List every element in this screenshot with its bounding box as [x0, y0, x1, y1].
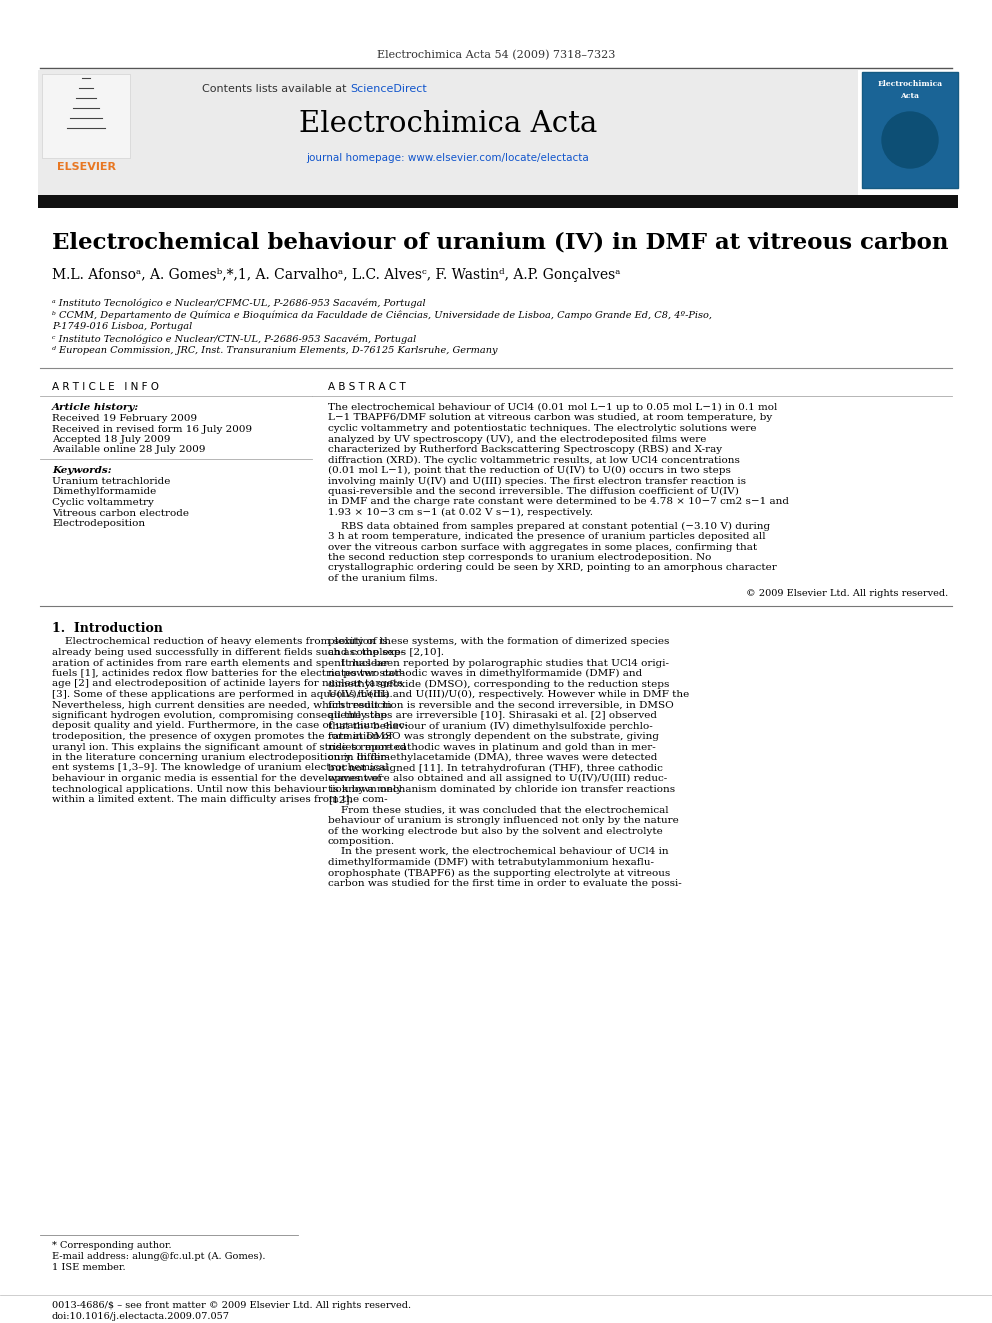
Text: over the vitreous carbon surface with aggregates in some places, confirming that: over the vitreous carbon surface with ag…	[328, 542, 757, 552]
Text: U(IV)/U(III) and U(III)/U(0), respectively. However while in DMF the: U(IV)/U(III) and U(III)/U(0), respective…	[328, 691, 689, 699]
Text: journal homepage: www.elsevier.com/locate/electacta: journal homepage: www.elsevier.com/locat…	[307, 153, 589, 163]
Text: RBS data obtained from samples prepared at constant potential (−3.10 V) during: RBS data obtained from samples prepared …	[328, 521, 770, 531]
Text: Vitreous carbon electrode: Vitreous carbon electrode	[52, 508, 189, 517]
Text: nates two cathodic waves in dimethylformamide (DMF) and: nates two cathodic waves in dimethylform…	[328, 669, 642, 679]
Text: Acta: Acta	[901, 93, 920, 101]
Text: first reduction is reversible and the second irreversible, in DMSO: first reduction is reversible and the se…	[328, 700, 674, 709]
Text: all the steps are irreversible [10]. Shirasaki et al. [2] observed: all the steps are irreversible [10]. Shi…	[328, 710, 657, 720]
Text: ScienceDirect: ScienceDirect	[350, 83, 427, 94]
Text: cury. In dimethylacetamide (DMA), three waves were detected: cury. In dimethylacetamide (DMA), three …	[328, 753, 658, 762]
Text: dimethyl sufoxide (DMSO), corresponding to the reduction steps: dimethyl sufoxide (DMSO), corresponding …	[328, 680, 670, 689]
Text: carbon was studied for the first time in order to evaluate the possi-: carbon was studied for the first time in…	[328, 878, 682, 888]
Text: ᵈ European Commission, JRC, Inst. Transuranium Elements, D-76125 Karlsruhe, Germ: ᵈ European Commission, JRC, Inst. Transu…	[52, 347, 498, 355]
Text: tion by a mechanism dominated by chloride ion transfer reactions: tion by a mechanism dominated by chlorid…	[328, 785, 676, 794]
Text: [12].: [12].	[328, 795, 353, 804]
Text: Dimethylformamide: Dimethylformamide	[52, 487, 157, 496]
Text: Electrochemical reduction of heavy elements from solution is: Electrochemical reduction of heavy eleme…	[52, 638, 388, 647]
Text: doi:10.1016/j.electacta.2009.07.057: doi:10.1016/j.electacta.2009.07.057	[52, 1312, 230, 1320]
Text: but not assigned [11]. In tetrahydrofuran (THF), three cathodic: but not assigned [11]. In tetrahydrofura…	[328, 763, 663, 773]
Text: Received 19 February 2009: Received 19 February 2009	[52, 414, 197, 423]
Text: deposit quality and yield. Furthermore, in the case of uranium elec-: deposit quality and yield. Furthermore, …	[52, 721, 408, 730]
Text: cyclic voltammetry and potentiostatic techniques. The electrolytic solutions wer: cyclic voltammetry and potentiostatic te…	[328, 423, 757, 433]
Text: Cyclic voltammetry: Cyclic voltammetry	[52, 497, 154, 507]
Text: [3]. Some of these applications are performed in aqueous media.: [3]. Some of these applications are perf…	[52, 691, 393, 699]
Text: in the literature concerning uranium electrodeposition in differ-: in the literature concerning uranium ele…	[52, 753, 389, 762]
Text: and complexes [2,10].: and complexes [2,10].	[328, 648, 444, 658]
Text: the second reduction step corresponds to uranium electrodeposition. No: the second reduction step corresponds to…	[328, 553, 711, 562]
Text: 1.93 × 10−3 cm s−1 (at 0.02 V s−1), respectively.: 1.93 × 10−3 cm s−1 (at 0.02 V s−1), resp…	[328, 508, 593, 517]
Text: uranyl ion. This explains the significant amount of studies reported: uranyl ion. This explains the significan…	[52, 742, 407, 751]
Text: It has been reported by polarographic studies that UCl4 origi-: It has been reported by polarographic st…	[328, 659, 669, 668]
Text: that the behaviour of uranium (IV) dimethylsulfoxide perchlo-: that the behaviour of uranium (IV) dimet…	[328, 721, 653, 730]
Text: of the uranium films.: of the uranium films.	[328, 574, 437, 583]
Text: 0013-4686/$ – see front matter © 2009 Elsevier Ltd. All rights reserved.: 0013-4686/$ – see front matter © 2009 El…	[52, 1301, 411, 1310]
Text: The electrochemical behaviour of UCl4 (0.01 mol L−1 up to 0.05 mol L−1) in 0.1 m: The electrochemical behaviour of UCl4 (0…	[328, 404, 778, 413]
Text: involving mainly U(IV) and U(III) species. The first electron transfer reaction : involving mainly U(IV) and U(III) specie…	[328, 476, 746, 486]
Text: already being used successfully in different fields such as: the sep-: already being used successfully in diffe…	[52, 648, 404, 658]
Text: Electrochimica Acta 54 (2009) 7318–7323: Electrochimica Acta 54 (2009) 7318–7323	[377, 50, 615, 61]
Text: E-mail address: alung@fc.ul.pt (A. Gomes).: E-mail address: alung@fc.ul.pt (A. Gomes…	[52, 1252, 266, 1261]
Text: P-1749-016 Lisboa, Portugal: P-1749-016 Lisboa, Portugal	[52, 321, 192, 331]
Text: L−1 TBAPF6/DMF solution at vitreous carbon was studied, at room temperature, by: L−1 TBAPF6/DMF solution at vitreous carb…	[328, 414, 772, 422]
Text: Accepted 18 July 2009: Accepted 18 July 2009	[52, 435, 171, 445]
Text: ᵃ Instituto Tecnológico e Nuclear/CFMC-UL, P-2686-953 Sacavém, Portugal: ᵃ Instituto Tecnológico e Nuclear/CFMC-U…	[52, 298, 426, 307]
Text: ᵇ CCMM, Departamento de Química e Bioquímica da Faculdade de Ciências, Universid: ᵇ CCMM, Departamento de Química e Bioquí…	[52, 310, 712, 319]
Text: analyzed by UV spectroscopy (UV), and the electrodeposited films were: analyzed by UV spectroscopy (UV), and th…	[328, 434, 706, 443]
Text: Nevertheless, high current densities are needed, which result in: Nevertheless, high current densities are…	[52, 700, 392, 709]
Text: diffraction (XRD). The cyclic voltammetric results, at low UCl4 concentrations: diffraction (XRD). The cyclic voltammetr…	[328, 455, 740, 464]
Text: behaviour in organic media is essential for the development of: behaviour in organic media is essential …	[52, 774, 381, 783]
Text: behaviour of uranium is strongly influenced not only by the nature: behaviour of uranium is strongly influen…	[328, 816, 679, 826]
Text: significant hydrogen evolution, compromising consequently the: significant hydrogen evolution, compromi…	[52, 710, 387, 720]
Text: crystallographic ordering could be seen by XRD, pointing to an amorphous charact: crystallographic ordering could be seen …	[328, 564, 777, 573]
Text: dimethylformamide (DMF) with tetrabutylammonium hexaflu-: dimethylformamide (DMF) with tetrabutyla…	[328, 859, 654, 867]
Text: Electrodeposition: Electrodeposition	[52, 519, 145, 528]
Text: (0.01 mol L−1), point that the reduction of U(IV) to U(0) occurs in two steps: (0.01 mol L−1), point that the reduction…	[328, 466, 731, 475]
Text: waves were also obtained and all assigned to U(IV)/U(III) reduc-: waves were also obtained and all assigne…	[328, 774, 668, 783]
Text: rise to more cathodic waves in platinum and gold than in mer-: rise to more cathodic waves in platinum …	[328, 742, 656, 751]
Circle shape	[882, 112, 938, 168]
Bar	[862, 71, 958, 188]
Bar	[38, 194, 958, 208]
Text: 1.  Introduction: 1. Introduction	[52, 622, 163, 635]
Text: 1 ISE member.: 1 ISE member.	[52, 1263, 126, 1271]
Text: Keywords:: Keywords:	[52, 466, 112, 475]
Text: within a limited extent. The main difficulty arises from the com-: within a limited extent. The main diffic…	[52, 795, 388, 804]
Text: In the present work, the electrochemical behaviour of UCl4 in: In the present work, the electrochemical…	[328, 848, 669, 856]
Text: plexity of these systems, with the formation of dimerized species: plexity of these systems, with the forma…	[328, 638, 670, 647]
Text: * Corresponding author.: * Corresponding author.	[52, 1241, 172, 1250]
Text: ᶜ Instituto Tecnológico e Nuclear/CTN-UL, P-2686-953 Sacavém, Portugal: ᶜ Instituto Tecnológico e Nuclear/CTN-UL…	[52, 333, 417, 344]
Text: From these studies, it was concluded that the electrochemical: From these studies, it was concluded tha…	[328, 806, 669, 815]
Text: Article history:: Article history:	[52, 404, 139, 411]
Text: Electrochimica: Electrochimica	[878, 79, 942, 89]
Text: 3 h at room temperature, indicated the presence of uranium particles deposited a: 3 h at room temperature, indicated the p…	[328, 532, 766, 541]
Text: Uranium tetrachloride: Uranium tetrachloride	[52, 478, 171, 486]
Text: Contents lists available at: Contents lists available at	[202, 83, 350, 94]
Text: orophosphate (TBAPF6) as the supporting electrolyte at vitreous: orophosphate (TBAPF6) as the supporting …	[328, 868, 671, 877]
Text: Available online 28 July 2009: Available online 28 July 2009	[52, 446, 205, 455]
Bar	[42, 74, 130, 157]
Text: fuels [1], actinides redox flow batteries for the electric power stor-: fuels [1], actinides redox flow batterie…	[52, 669, 404, 677]
Text: Electrochimica Acta: Electrochimica Acta	[299, 110, 597, 138]
Text: Electrochemical behaviour of uranium (IV) in DMF at vitreous carbon: Electrochemical behaviour of uranium (IV…	[52, 232, 948, 254]
Text: A B S T R A C T: A B S T R A C T	[328, 382, 406, 392]
Bar	[38, 70, 858, 194]
Text: characterized by Rutherford Backscattering Spectroscopy (RBS) and X-ray: characterized by Rutherford Backscatteri…	[328, 445, 722, 454]
Text: quasi-reversible and the second irreversible. The diffusion coefficient of U(IV): quasi-reversible and the second irrevers…	[328, 487, 739, 496]
Text: A R T I C L E   I N F O: A R T I C L E I N F O	[52, 382, 159, 392]
Text: technological applications. Until now this behaviour is known only: technological applications. Until now th…	[52, 785, 402, 794]
Text: © 2009 Elsevier Ltd. All rights reserved.: © 2009 Elsevier Ltd. All rights reserved…	[746, 590, 948, 598]
Text: in DMF and the charge rate constant were determined to be 4.78 × 10−7 cm2 s−1 an: in DMF and the charge rate constant were…	[328, 497, 789, 507]
Text: age [2] and electrodeposition of actinide layers for nuclear targets: age [2] and electrodeposition of actinid…	[52, 680, 403, 688]
Text: ELSEVIER: ELSEVIER	[57, 161, 115, 172]
Text: Received in revised form 16 July 2009: Received in revised form 16 July 2009	[52, 425, 252, 434]
Text: rate in DMSO was strongly dependent on the substrate, giving: rate in DMSO was strongly dependent on t…	[328, 732, 659, 741]
Text: trodeposition, the presence of oxygen promotes the formation of: trodeposition, the presence of oxygen pr…	[52, 732, 393, 741]
Text: ent systems [1,3–9]. The knowledge of uranium electrochemical: ent systems [1,3–9]. The knowledge of ur…	[52, 763, 389, 773]
Text: aration of actinides from rare earth elements and spent nuclear: aration of actinides from rare earth ele…	[52, 659, 388, 668]
Text: M.L. Afonsoᵃ, A. Gomesᵇ,*,1, A. Carvalhoᵃ, L.C. Alvesᶜ, F. Wastinᵈ, A.P. Gonçalv: M.L. Afonsoᵃ, A. Gomesᵇ,*,1, A. Carvalho…	[52, 269, 621, 282]
Text: of the working electrode but also by the solvent and electrolyte: of the working electrode but also by the…	[328, 827, 663, 836]
Text: composition.: composition.	[328, 837, 395, 845]
